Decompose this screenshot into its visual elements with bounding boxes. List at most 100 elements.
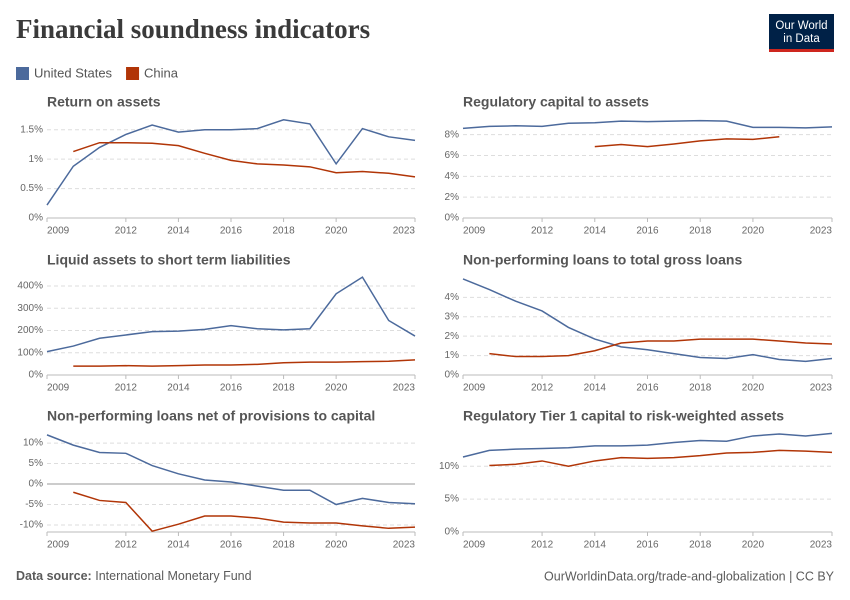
- x-tick-label: 2014: [167, 383, 190, 394]
- y-tick-label: 5%: [29, 458, 44, 469]
- x-tick-label: 2016: [636, 540, 659, 551]
- series-line: [462, 119, 833, 130]
- x-tick-label: 2018: [689, 226, 712, 237]
- page-title: Financial soundness indicators: [16, 14, 370, 44]
- x-tick-label: 2012: [115, 226, 138, 237]
- x-tick-label: 2012: [115, 383, 138, 394]
- y-tick-label: 10%: [23, 438, 43, 449]
- x-tick-label: 2018: [689, 540, 712, 551]
- x-tick-label: 2023: [810, 383, 833, 394]
- logo-bar: [769, 49, 834, 52]
- y-tick-label: 1.5%: [20, 124, 43, 135]
- x-tick-label: 2014: [584, 540, 607, 551]
- x-tick-label: 2020: [742, 226, 765, 237]
- series-line: [73, 491, 416, 533]
- y-tick-label: -5%: [25, 499, 43, 510]
- y-tick-label: 1%: [445, 350, 460, 361]
- x-tick-label: 2009: [463, 383, 486, 394]
- y-tick-label: 400%: [17, 281, 43, 292]
- series-line: [46, 118, 416, 206]
- source-text: International Monetary Fund: [95, 569, 251, 583]
- series-line: [462, 278, 833, 363]
- y-tick-label: 100%: [17, 347, 43, 358]
- x-tick-label: 2020: [325, 226, 348, 237]
- x-tick-label: 2012: [531, 226, 554, 237]
- series-line: [462, 432, 833, 458]
- y-tick-label: 4%: [445, 292, 460, 303]
- x-tick-label: 2016: [636, 383, 659, 394]
- panel-title: Liquid assets to short term liabilities: [47, 252, 291, 268]
- x-tick-label: 2014: [584, 383, 607, 394]
- series-line: [489, 338, 833, 358]
- y-tick-label: 10%: [439, 461, 459, 472]
- legend-label: China: [144, 65, 179, 80]
- y-tick-label: 200%: [17, 325, 43, 336]
- x-tick-label: 2023: [810, 226, 833, 237]
- x-tick-label: 2023: [810, 540, 833, 551]
- legend-swatch: [16, 67, 29, 80]
- y-tick-label: 5%: [445, 494, 460, 505]
- x-tick-label: 2014: [167, 540, 190, 551]
- y-tick-label: 4%: [445, 171, 460, 182]
- panel-title: Non-performing loans net of provisions t…: [47, 408, 375, 424]
- logo-text: in Data: [783, 33, 820, 45]
- x-tick-label: 2014: [584, 226, 607, 237]
- y-tick-label: 8%: [445, 129, 460, 140]
- series-line: [46, 276, 416, 353]
- series-line: [73, 141, 416, 178]
- y-tick-label: 0%: [29, 479, 44, 490]
- panel-title: Return on assets: [47, 94, 161, 110]
- y-tick-label: 0%: [445, 213, 460, 224]
- x-tick-label: 2016: [220, 383, 243, 394]
- x-tick-label: 2014: [167, 226, 190, 237]
- y-tick-label: 0.5%: [20, 183, 43, 194]
- x-tick-label: 2009: [47, 383, 70, 394]
- x-tick-label: 2018: [272, 383, 295, 394]
- x-tick-label: 2020: [325, 383, 348, 394]
- series-line: [46, 434, 416, 506]
- x-tick-label: 2020: [742, 383, 765, 394]
- y-tick-label: 0%: [29, 213, 44, 224]
- y-tick-label: 0%: [445, 370, 460, 381]
- x-tick-label: 2009: [47, 540, 70, 551]
- x-tick-label: 2023: [393, 383, 416, 394]
- panel-title: Non-performing loans to total gross loan…: [463, 252, 742, 268]
- x-tick-label: 2018: [689, 383, 712, 394]
- y-tick-label: 300%: [17, 303, 43, 314]
- y-tick-label: 3%: [445, 311, 460, 322]
- legend-label: United States: [34, 65, 113, 80]
- credit: OurWorldinData.org/trade-and-globalizati…: [544, 569, 835, 583]
- y-tick-label: 1%: [29, 154, 44, 165]
- x-tick-label: 2016: [220, 540, 243, 551]
- panel-title: Regulatory capital to assets: [463, 94, 649, 110]
- y-tick-label: 0%: [29, 370, 44, 381]
- legend-swatch: [126, 67, 140, 80]
- y-tick-label: 0%: [445, 527, 460, 538]
- y-tick-label: 2%: [445, 331, 460, 342]
- x-tick-label: 2009: [47, 226, 70, 237]
- x-tick-label: 2009: [463, 226, 486, 237]
- x-tick-label: 2020: [325, 540, 348, 551]
- panel-title: Regulatory Tier 1 capital to risk-weight…: [463, 408, 784, 424]
- x-tick-label: 2016: [220, 226, 243, 237]
- source-label: Data source:: [16, 569, 92, 583]
- source: Data source: International Monetary Fund: [16, 569, 252, 583]
- x-tick-label: 2012: [531, 383, 554, 394]
- series-line: [73, 359, 416, 367]
- x-tick-label: 2012: [115, 540, 138, 551]
- x-tick-label: 2009: [463, 540, 486, 551]
- y-tick-label: 2%: [445, 192, 460, 203]
- y-tick-label: -10%: [20, 520, 43, 531]
- series-line: [594, 136, 780, 148]
- series-line: [489, 449, 833, 467]
- x-tick-label: 2018: [272, 540, 295, 551]
- y-tick-label: 6%: [445, 150, 460, 161]
- x-tick-label: 2020: [742, 540, 765, 551]
- x-tick-label: 2012: [531, 540, 554, 551]
- x-tick-label: 2023: [393, 226, 416, 237]
- x-tick-label: 2023: [393, 540, 416, 551]
- logo-text: Our World: [775, 20, 827, 32]
- logo: [769, 14, 834, 52]
- x-tick-label: 2018: [272, 226, 295, 237]
